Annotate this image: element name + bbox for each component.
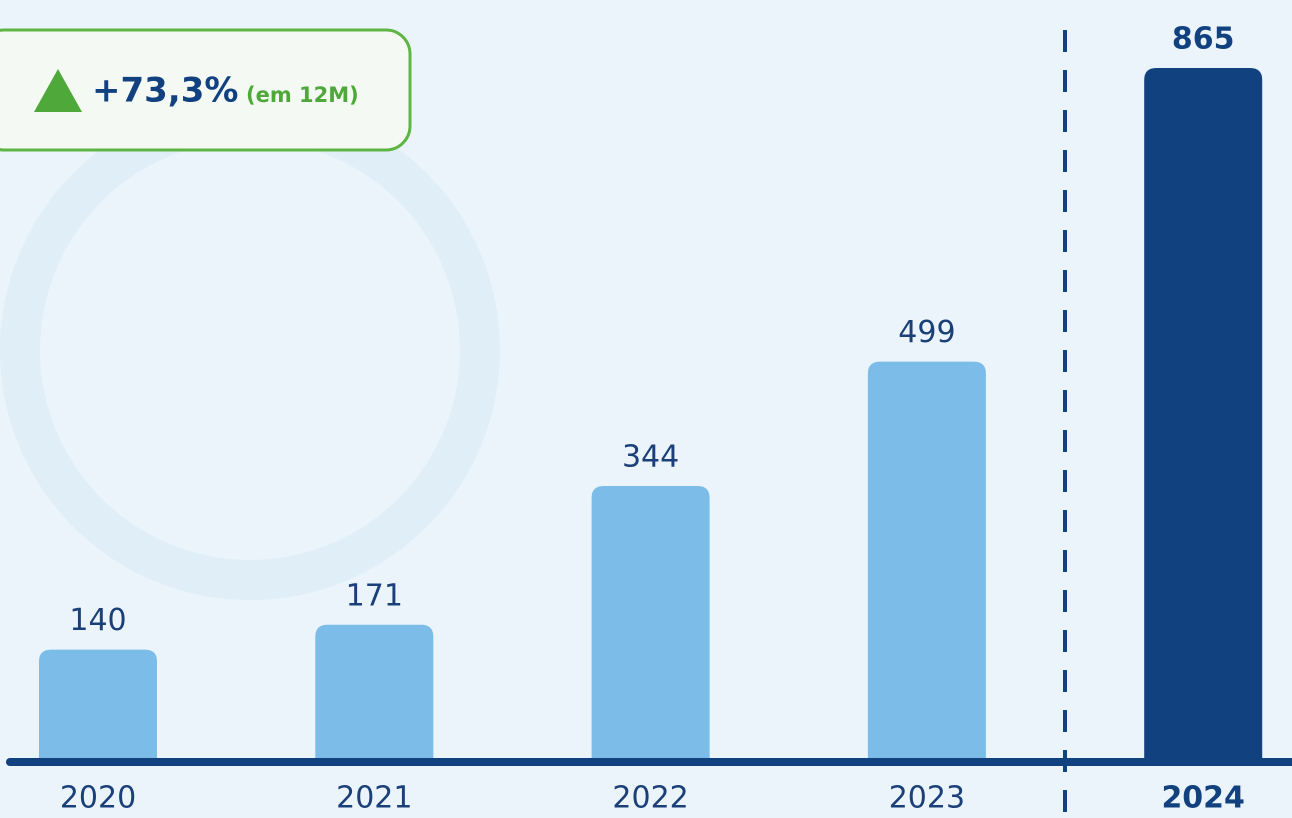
x-tick-label: 2024: [1161, 781, 1245, 816]
value-label: 499: [898, 315, 955, 350]
up-arrow: [34, 69, 82, 112]
bar: [867, 361, 986, 762]
value-label: 865: [1172, 22, 1235, 57]
badge: [0, 28, 412, 152]
badge-change: +73,3%: [92, 71, 238, 111]
bar: [1144, 68, 1263, 762]
value-label: 344: [622, 440, 679, 475]
value-label: 140: [69, 603, 126, 638]
bar: [591, 486, 710, 762]
bars: 140 2020 171 2021 344 2022 499 2023 865 2024: [39, 22, 1263, 816]
value-label: 171: [346, 578, 403, 613]
x-tick-label: 2022: [612, 781, 688, 816]
bar: [39, 649, 157, 762]
x-tick-label: 2021: [336, 781, 412, 816]
badge-period: (em 12M): [246, 83, 359, 107]
x-tick-label: 2020: [60, 781, 136, 816]
x-tick-label: 2023: [889, 781, 965, 816]
bar: [315, 624, 434, 762]
